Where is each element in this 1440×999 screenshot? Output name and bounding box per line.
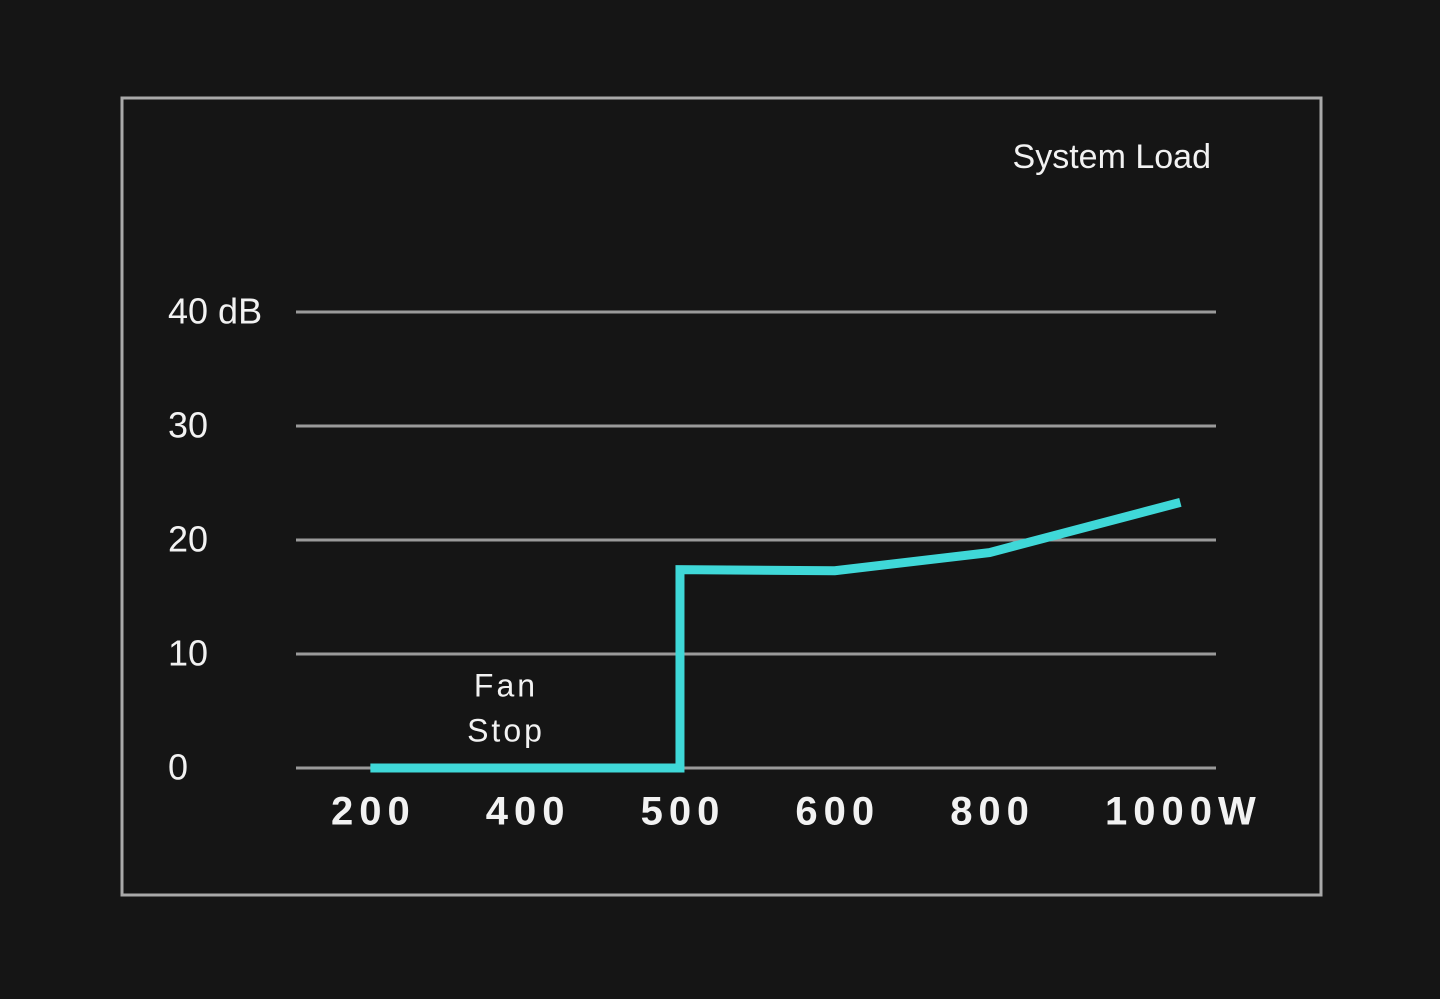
- x-tick-label: 500: [641, 790, 726, 834]
- y-tick-label: 40 dB: [168, 291, 262, 332]
- x-tick-label: 1000W: [1105, 790, 1262, 834]
- x-tick-label: 600: [795, 790, 880, 834]
- x-tick-label: 400: [486, 790, 571, 834]
- y-tick-label: 10: [168, 633, 208, 674]
- line: [370, 498, 1182, 773]
- x-tick-label: 200: [331, 790, 416, 834]
- annotation: Stop: [467, 712, 545, 748]
- y-tick-label: 20: [168, 519, 208, 560]
- y-tick-label: 0: [168, 747, 188, 788]
- annotation: Fan: [474, 667, 538, 703]
- chart-frame: [120, 96, 1323, 897]
- chart-title: System Load: [1013, 138, 1211, 176]
- x-tick-label: 800: [950, 790, 1035, 834]
- y-tick-label: 30: [168, 405, 208, 446]
